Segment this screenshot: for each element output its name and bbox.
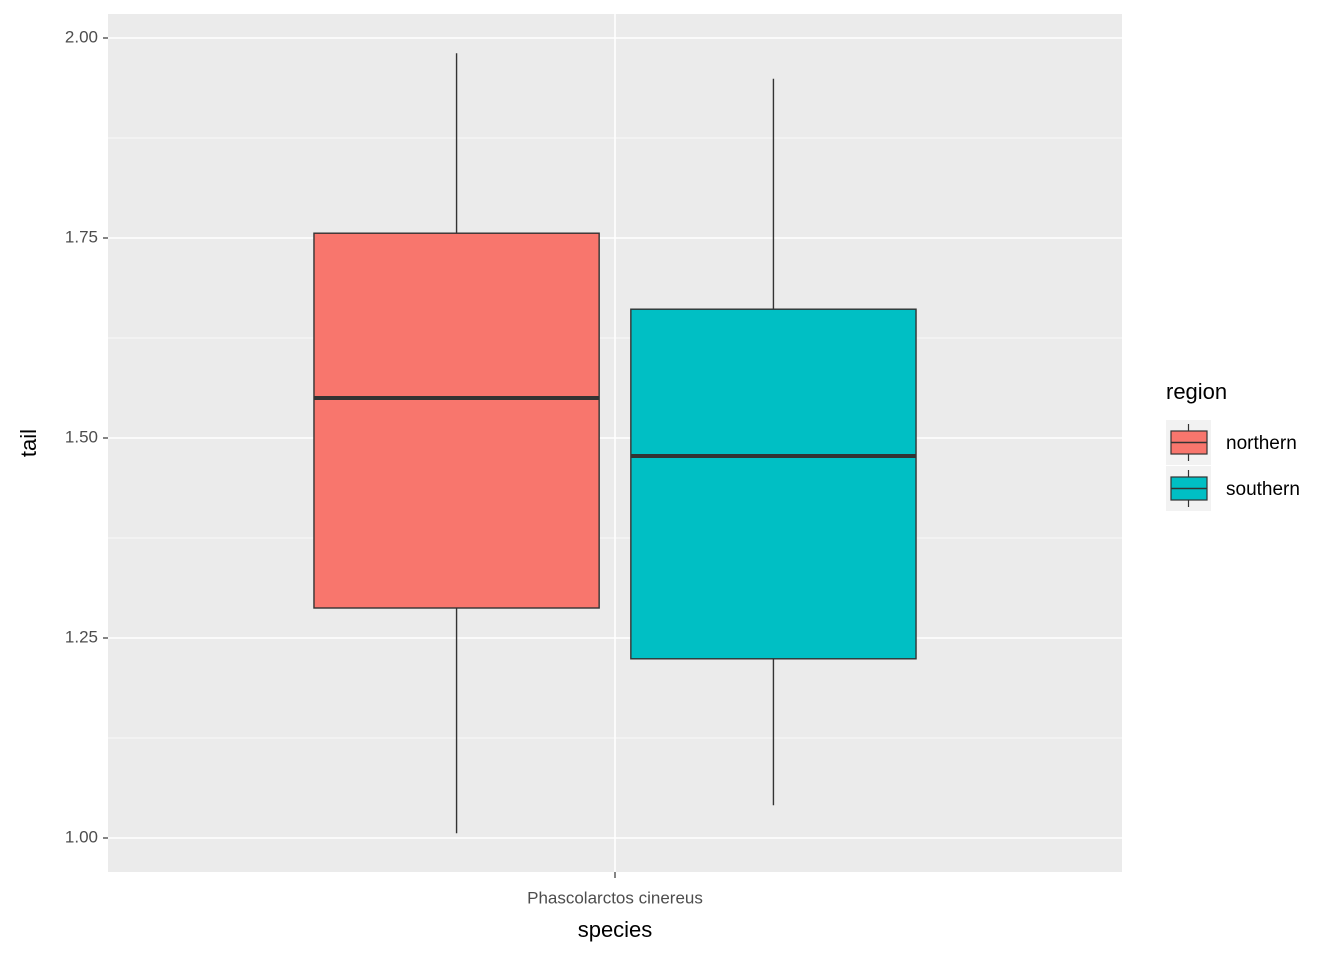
x-tick-label: Phascolarctos cinereus	[527, 888, 703, 907]
legend-label: northern	[1226, 433, 1297, 454]
y-tick-label: 2.00	[65, 27, 98, 46]
marks	[313, 53, 917, 834]
x-axis-title: species	[578, 917, 653, 942]
box	[630, 308, 917, 660]
grid	[108, 14, 1122, 872]
y-tick-label: 1.25	[65, 627, 98, 646]
box	[313, 232, 600, 609]
legend-label: southern	[1226, 479, 1300, 500]
legend-title: region	[1166, 379, 1227, 404]
y-tick-label: 1.50	[65, 427, 98, 446]
y-axis-title: tail	[16, 429, 41, 457]
y-tick-label: 1.00	[65, 827, 98, 846]
y-tick-label: 1.75	[65, 227, 98, 246]
